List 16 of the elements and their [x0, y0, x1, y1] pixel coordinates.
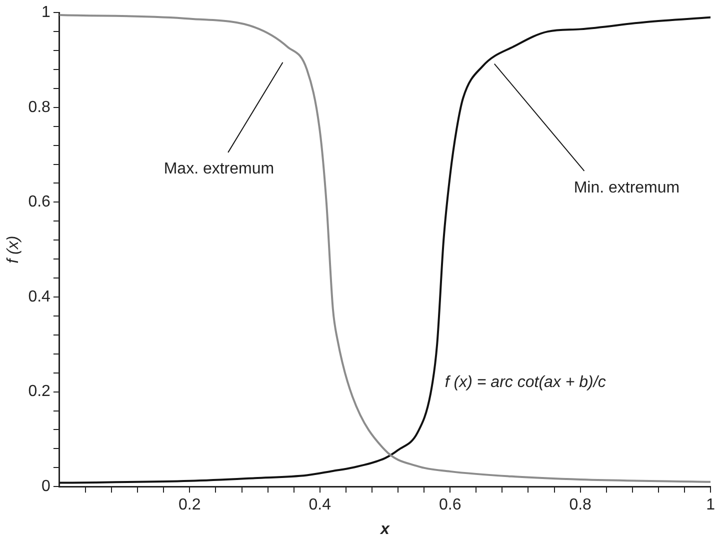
- annotation: f (x) = arc cot(ax + b)/c: [444, 374, 606, 391]
- y-axis-title: f (x): [5, 236, 22, 264]
- y-tick-label: 0.2: [28, 383, 51, 400]
- x-tick-label: 0.8: [569, 496, 592, 514]
- annotation: Max. extremum: [164, 160, 274, 178]
- x-tick-label: 0.6: [438, 496, 462, 514]
- x-tick-label: 0.2: [178, 496, 201, 514]
- y-tick-label: 1: [42, 4, 51, 22]
- x-axis-title: x: [380, 520, 391, 538]
- annotation: Min. extremum: [574, 179, 680, 196]
- y-tick-label: 0.8: [28, 98, 51, 116]
- y-tick-label: 0.4: [28, 288, 51, 306]
- y-tick-label: 0: [42, 478, 51, 496]
- y-tick-label: 0.6: [28, 194, 51, 211]
- x-tick-label: 1: [706, 496, 716, 514]
- x-tick-label: 0.4: [308, 496, 332, 514]
